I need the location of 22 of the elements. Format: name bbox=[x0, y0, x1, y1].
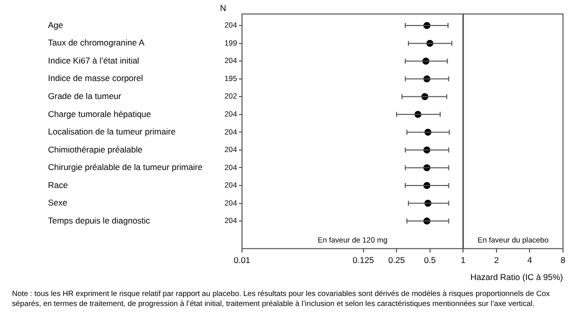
y-tick-label: Charge tumorale hépatique bbox=[48, 108, 152, 119]
x-tick-label: 0.25 bbox=[388, 255, 406, 266]
y-tick-label: Localisation de la tumeur primaire bbox=[48, 126, 176, 137]
y-tick-label: Indice Ki67 à l’état initial bbox=[48, 55, 140, 66]
y-tick-label: Race bbox=[48, 180, 68, 190]
y-tick-label: Indice de masse corporel bbox=[48, 73, 144, 84]
x-axis-title: Hazard Ratio (IC à 95%) bbox=[470, 272, 564, 282]
y-tick-label: Taux de chromogranine A bbox=[48, 38, 145, 48]
x-tick-label: 8 bbox=[560, 255, 566, 266]
y-tick-label: Chirurgie préalable de la tumeur primaire bbox=[48, 162, 203, 172]
y2-axis-title: N bbox=[220, 3, 226, 14]
x-tick-label: 0.5 bbox=[424, 255, 436, 266]
y-tick-label: Age bbox=[48, 20, 64, 30]
y-tick-label: Sexe bbox=[48, 198, 68, 208]
x-tick-label: 4 bbox=[527, 255, 532, 266]
y-tick-label: Grade de la tumeur bbox=[48, 90, 122, 101]
x-tick-label: 0.01 bbox=[234, 255, 251, 266]
x-tick-label: 1 bbox=[460, 255, 466, 266]
x-tick-label: 2 bbox=[494, 255, 500, 266]
y-tick-label: Chimiothérapie préalable bbox=[48, 144, 143, 154]
y-tick-label: Temps depuis le diagnostic bbox=[48, 215, 151, 226]
x-tick-label: 0.125 bbox=[352, 255, 374, 266]
